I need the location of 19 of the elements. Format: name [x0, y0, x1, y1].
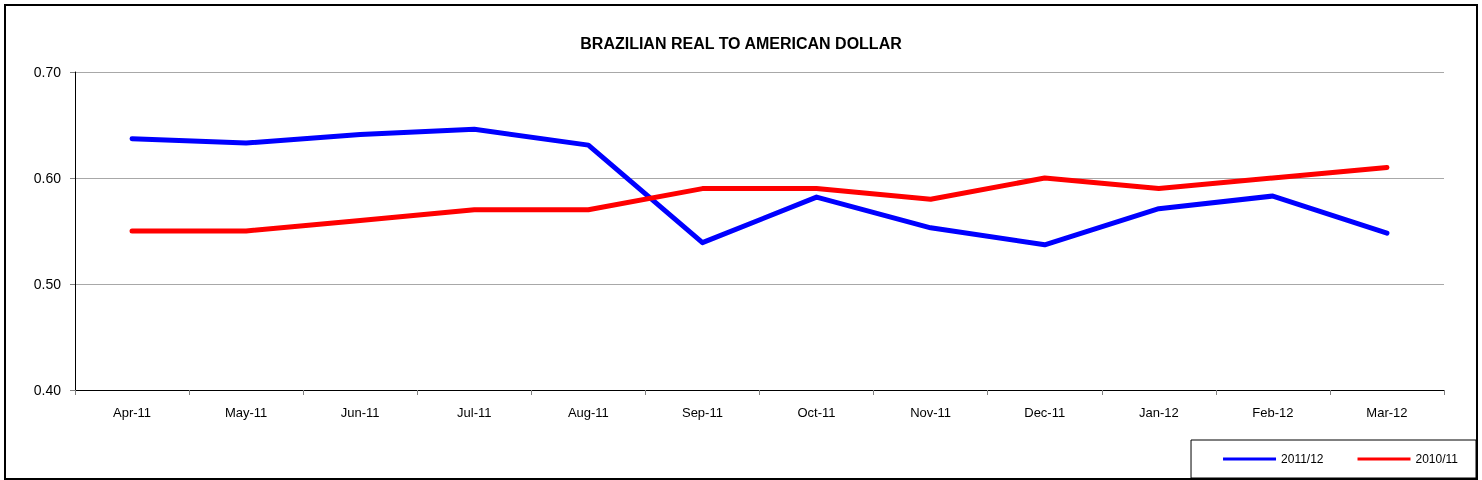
x-tick-label: Feb-12	[1252, 405, 1294, 420]
x-tick-label: Aug-11	[567, 405, 609, 420]
chart-title: BRAZILIAN REAL TO AMERICAN DOLLAR	[580, 34, 903, 52]
x-tick-label: Jul-11	[457, 405, 492, 420]
x-tick-label: May-11	[224, 405, 268, 420]
y-tick-label: 0.60	[33, 170, 62, 186]
legend-label: 2011/12	[1281, 452, 1324, 466]
y-tick-label: 0.50	[33, 276, 62, 292]
x-tick-label: Nov-11	[910, 405, 952, 420]
x-tick-label: Sep-11	[681, 405, 723, 420]
y-tick-label: 0.70	[33, 64, 62, 80]
x-tick-label: Dec-11	[1024, 405, 1066, 420]
x-tick-label: Jan-12	[1138, 405, 1179, 420]
y-tick-label: 0.40	[33, 382, 62, 398]
legend-label: 2010/11	[1415, 452, 1459, 466]
x-tick-label: Apr-11	[113, 405, 152, 420]
x-tick-label: Jun-11	[340, 405, 380, 420]
x-tick-label: Mar-12	[1366, 405, 1408, 420]
x-tick-label: Oct-11	[797, 405, 836, 420]
